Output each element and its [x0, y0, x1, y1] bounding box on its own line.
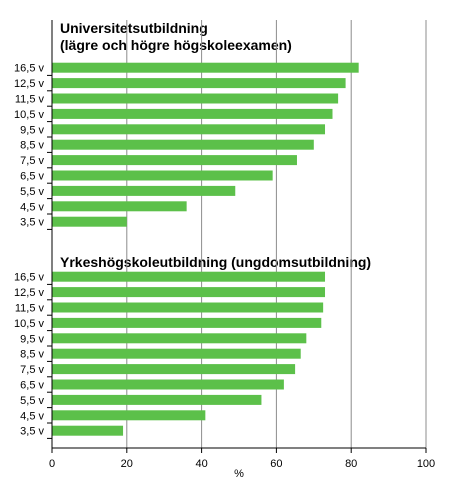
panel-1-title-line: Universitetsutbildning — [60, 20, 208, 36]
category-label-p2-3: 11,5 v — [15, 303, 45, 315]
bar-p1-9 — [52, 185, 236, 196]
x-tick-label-1: 20 — [121, 458, 133, 470]
category-label-p2-8: 6,5 v — [20, 380, 44, 392]
bar-p2-8 — [52, 379, 284, 390]
category-label-p1-4: 10,5 v — [14, 109, 44, 121]
bar-p1-2 — [52, 78, 346, 89]
bar-p1-3 — [52, 93, 339, 104]
category-label-p1-1: 16,5 v — [14, 63, 44, 75]
bar-p1-6 — [52, 139, 314, 150]
category-label-p1-3: 11,5 v — [15, 94, 45, 106]
category-label-p2-9: 5,5 v — [20, 395, 44, 407]
category-label-p1-2: 12,5 v — [14, 78, 44, 90]
bar-p2-6 — [52, 348, 301, 359]
category-label-p2-11: 3,5 v — [20, 426, 44, 438]
bar-p2-10 — [52, 410, 206, 421]
category-label-p1-11: 3,5 v — [20, 217, 44, 229]
bar-p1-1 — [52, 62, 359, 73]
category-label-p1-10: 4,5 v — [20, 201, 44, 213]
category-label-p1-6: 8,5 v — [20, 140, 44, 152]
x-tick-label-4: 80 — [345, 458, 357, 470]
bar-p2-5 — [52, 333, 307, 344]
bar-p1-8 — [52, 170, 273, 181]
bar-p2-11 — [52, 425, 124, 436]
bar-p2-7 — [52, 364, 296, 375]
bar-p2-3 — [52, 302, 324, 313]
bar-p2-9 — [52, 394, 262, 405]
category-label-p2-1: 16,5 v — [14, 272, 44, 284]
category-label-p1-7: 7,5 v — [20, 155, 44, 167]
x-tick-label-3: 60 — [270, 458, 282, 470]
category-label-p2-5: 9,5 v — [20, 333, 44, 345]
bar-p2-2 — [52, 287, 326, 298]
bar-p1-11 — [52, 216, 127, 227]
bar-p1-10 — [52, 201, 187, 212]
category-label-p2-4: 10,5 v — [14, 318, 44, 330]
category-label-p2-10: 4,5 v — [20, 410, 44, 422]
bar-p1-5 — [52, 124, 326, 135]
category-label-p1-8: 6,5 v — [20, 171, 44, 183]
bar-p1-7 — [52, 155, 297, 166]
bar-p2-1 — [52, 271, 326, 282]
category-label-p2-2: 12,5 v — [14, 287, 44, 299]
bar-p2-4 — [52, 317, 322, 328]
category-label-p2-6: 8,5 v — [20, 349, 44, 361]
category-label-p2-7: 7,5 v — [20, 364, 44, 376]
category-label-p1-5: 9,5 v — [20, 124, 44, 136]
panel-2-title: Yrkeshögskoleutbildning (ungdomsutbildni… — [60, 254, 372, 270]
x-axis-label: % — [234, 468, 244, 480]
x-tick-label-0: 0 — [49, 458, 55, 470]
x-tick-label-5: 100 — [417, 458, 435, 470]
panel-1-title: Universitetsutbildning (lägre och högre … — [60, 20, 292, 54]
x-tick-label-2: 40 — [195, 458, 207, 470]
panel-1-subtitle-line: (lägre och högre högskoleexamen) — [60, 37, 292, 53]
category-label-p1-9: 5,5 v — [20, 186, 44, 198]
bar-p1-4 — [52, 108, 333, 119]
